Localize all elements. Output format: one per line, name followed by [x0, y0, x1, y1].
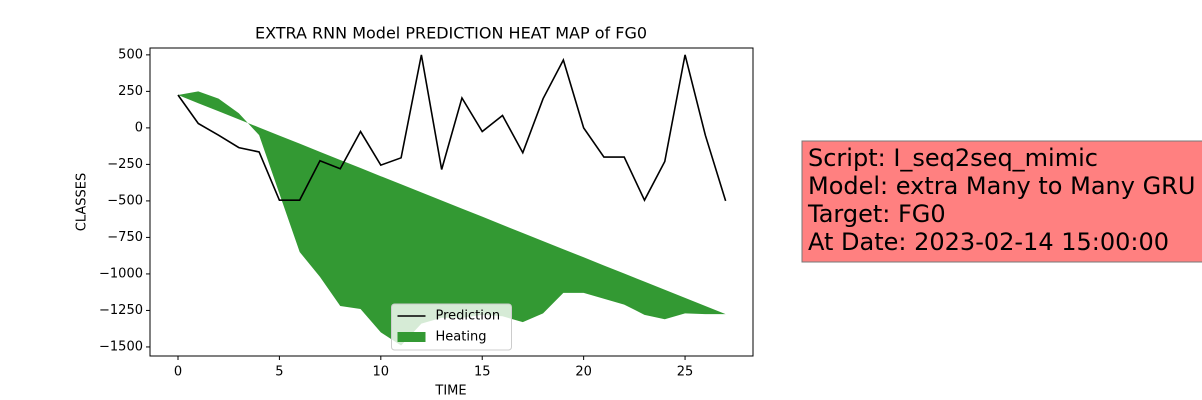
y-axis-label: CLASSES — [75, 173, 90, 231]
text-box-line: Model: extra Many to Many GRU — [808, 172, 1195, 200]
y-tick-label: −1500 — [99, 339, 143, 354]
x-tick-label: 25 — [677, 365, 694, 380]
y-tick-label: −1000 — [99, 266, 143, 281]
y-tick-label: −1250 — [99, 303, 143, 318]
legend-key — [397, 332, 426, 342]
y-tick-label: 500 — [118, 47, 143, 62]
y-tick-label: 0 — [135, 120, 143, 135]
y-tick-label: −750 — [107, 230, 143, 245]
x-tick-label: 20 — [575, 365, 592, 380]
y-tick-label: −500 — [107, 193, 143, 208]
text-box — [801, 140, 1202, 263]
area — [177, 91, 726, 346]
chart-title: EXTRA RNN Model PREDICTION HEAT MAP of F… — [255, 24, 647, 43]
y-tick-label: −250 — [107, 157, 143, 172]
text-box-line: Target: FG0 — [807, 200, 946, 228]
y-tick-label: 250 — [118, 84, 143, 99]
x-tick-label: 15 — [474, 365, 491, 380]
x-tick-label: 5 — [275, 365, 283, 380]
legend-label: Heating — [436, 330, 487, 345]
line — [177, 54, 727, 202]
text-box-line: Script: I_seq2seq_mimic — [808, 144, 1098, 172]
legend-label: Prediction — [436, 309, 501, 324]
plot-frame — [149, 47, 754, 357]
text-box-line: At Date: 2023-02-14 15:00:00 — [808, 228, 1169, 256]
x-tick-label: 10 — [373, 365, 390, 380]
x-axis-label: TIME — [434, 384, 466, 399]
x-tick-label: 0 — [174, 365, 182, 380]
